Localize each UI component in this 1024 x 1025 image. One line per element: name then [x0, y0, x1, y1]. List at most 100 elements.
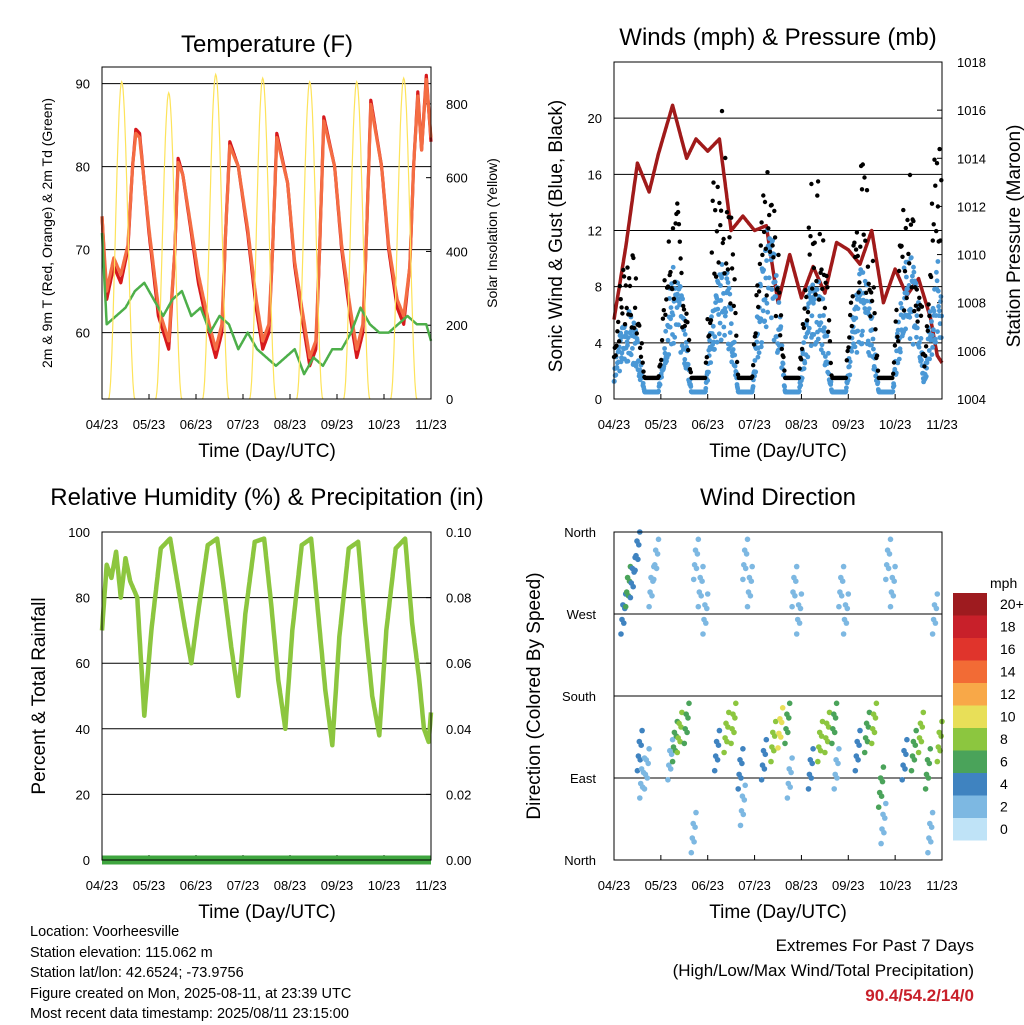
- legend-label: 20+: [1000, 596, 1024, 612]
- wind-point: [718, 298, 724, 303]
- wind-point: [721, 324, 727, 330]
- gust-point: [850, 294, 855, 299]
- gust-point: [704, 355, 709, 360]
- x-tick-label: 04/23: [86, 417, 119, 432]
- wind-point: [853, 315, 859, 321]
- wind-point: [931, 327, 936, 333]
- direction-point: [758, 777, 765, 783]
- wind-point: [910, 341, 916, 347]
- gust-point: [870, 258, 876, 264]
- gust-point: [721, 236, 726, 242]
- gust-point: [911, 218, 916, 224]
- wind-point: [854, 350, 860, 355]
- gust-point: [677, 239, 682, 244]
- wind-point: [662, 346, 667, 351]
- gust-point: [912, 308, 917, 314]
- direction-point: [744, 536, 751, 543]
- gust-point: [772, 208, 777, 214]
- direction-point: [654, 551, 661, 557]
- legend-swatch: [953, 750, 987, 773]
- gust-point: [901, 308, 907, 313]
- x-tick-label: 04/23: [598, 878, 631, 893]
- wind-point: [714, 339, 720, 345]
- wind-point: [762, 318, 768, 324]
- direction-point: [786, 700, 793, 707]
- gust-point: [733, 310, 738, 316]
- gust-point: [770, 243, 775, 248]
- direction-point: [782, 740, 788, 747]
- wind-point: [628, 352, 634, 358]
- gust-point: [933, 183, 938, 188]
- gust-point: [805, 309, 811, 315]
- direction-point: [797, 605, 804, 612]
- direction-point: [875, 804, 882, 810]
- gust-point: [637, 323, 642, 328]
- gust-point: [779, 346, 784, 352]
- gust-point: [816, 297, 822, 302]
- direction-point: [786, 715, 792, 721]
- wind-point: [775, 347, 781, 353]
- wind-point: [715, 306, 721, 312]
- wind-point: [728, 306, 734, 312]
- direction-point: [700, 631, 706, 637]
- gust-point: [675, 201, 680, 206]
- direction-xlabel: Time (Day/UTC): [709, 902, 847, 923]
- gust-point: [715, 184, 720, 190]
- gust-point: [615, 329, 620, 334]
- legend-label: 12: [1000, 686, 1016, 702]
- wind-point: [782, 384, 787, 390]
- wind-point: [668, 305, 674, 310]
- gust-point: [732, 277, 737, 282]
- direction-point: [674, 749, 681, 756]
- gust-point: [760, 252, 765, 258]
- direction-point: [685, 715, 691, 721]
- gust-point: [821, 238, 826, 243]
- x-tick-label: 07/23: [738, 878, 771, 893]
- wind-point: [712, 334, 718, 340]
- gust-point: [813, 292, 818, 297]
- wind-point: [766, 275, 772, 281]
- gust-point: [869, 298, 875, 304]
- direction-point: [699, 578, 705, 584]
- y2-tick-label: 0.10: [446, 525, 471, 540]
- wind-point: [803, 334, 808, 340]
- y2-tick-label: 1016: [957, 103, 986, 118]
- wind-point: [769, 315, 774, 321]
- wind-point: [716, 331, 722, 337]
- gust-point: [801, 325, 806, 331]
- gust-point: [623, 283, 628, 288]
- wind-point: [675, 291, 680, 297]
- wind-point: [682, 357, 688, 362]
- legend-label: 8: [1000, 731, 1008, 747]
- y2-tick-label: 1018: [957, 55, 986, 70]
- gust-point: [713, 274, 719, 279]
- wind-point: [676, 322, 681, 328]
- wind-point: [904, 291, 910, 296]
- wind-point: [870, 336, 876, 342]
- gust-point: [934, 161, 940, 166]
- gust-point: [778, 333, 783, 338]
- gust-point: [800, 322, 806, 327]
- gust-point: [720, 240, 725, 246]
- direction-point: [840, 631, 847, 637]
- wind-point: [727, 330, 733, 335]
- y2-tick-label: 0.04: [446, 722, 471, 737]
- wind-point: [802, 360, 808, 366]
- direction-point: [787, 784, 793, 790]
- wind-point: [847, 364, 852, 369]
- y-tick-label: 40: [76, 722, 90, 737]
- direction-point: [878, 840, 884, 847]
- wind-point: [666, 352, 672, 357]
- wind-point: [680, 347, 686, 352]
- y2-tick-label: 0.00: [446, 853, 471, 868]
- gust-point: [857, 280, 862, 285]
- gust-point: [924, 324, 930, 329]
- wind-point: [821, 329, 827, 334]
- gust-point: [875, 368, 881, 373]
- direction-point: [880, 764, 887, 770]
- gust-point: [616, 319, 621, 325]
- direction-point: [881, 829, 887, 836]
- direction-point: [808, 775, 815, 781]
- gust-point: [860, 162, 865, 167]
- wind-point: [875, 379, 881, 385]
